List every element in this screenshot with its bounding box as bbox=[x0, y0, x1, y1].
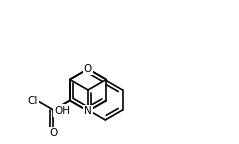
Text: O: O bbox=[84, 64, 92, 74]
Text: N: N bbox=[84, 106, 92, 116]
Text: OH: OH bbox=[54, 106, 71, 115]
Text: O: O bbox=[49, 128, 58, 138]
Text: Cl: Cl bbox=[27, 96, 38, 106]
